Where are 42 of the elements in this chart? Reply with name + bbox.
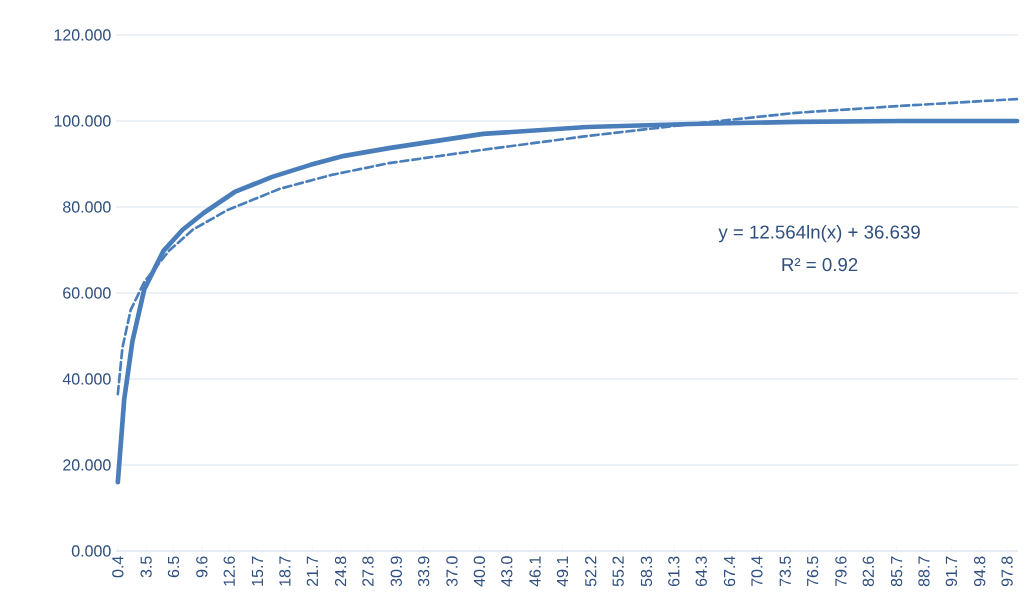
x-tick-label: 43.0 [501, 556, 513, 587]
x-tick-label: 0.4 [112, 556, 124, 578]
y-tick-label: 60.000 [63, 287, 111, 299]
x-tick-label: 24.8 [334, 556, 347, 587]
x-tick-label: 18.7 [279, 556, 291, 586]
x-tick-label: 52.2 [585, 556, 597, 587]
x-tick-label: 61.3 [668, 556, 680, 587]
x-tick-label: 70.4 [751, 556, 763, 587]
x-tick-label: 46.1 [529, 556, 541, 587]
x-tick-label: 94.8 [974, 556, 986, 587]
x-tick-label: 40.0 [473, 556, 486, 587]
x-tick-label: 67.4 [723, 556, 736, 587]
x-tick-label: 3.5 [140, 556, 152, 578]
x-tick-label: 97.8 [1001, 556, 1013, 587]
x-tick-label: 85.7 [890, 556, 903, 587]
x-tick-label: 91.7 [945, 556, 958, 587]
x-tick-label: 76.5 [806, 556, 819, 587]
y-tick-label: 20.000 [63, 459, 111, 471]
y-tick-label: 100.000 [54, 115, 111, 127]
y-tick-label: 120.000 [54, 29, 111, 41]
y-tick-label: 0.000 [71, 545, 111, 557]
x-tick-label: 21.7 [306, 556, 318, 587]
y-tick-label: 40.000 [62, 373, 111, 385]
x-tick-label: 30.9 [390, 556, 402, 587]
x-tick-label: 88.7 [918, 556, 930, 587]
x-tick-label: 15.7 [251, 556, 264, 586]
x-tick-label: 9.6 [196, 556, 208, 578]
y-tick-label: 80.000 [63, 201, 111, 213]
x-tick-label: 55.2 [612, 556, 624, 587]
x-tick-label: 64.3 [695, 556, 707, 587]
annotation: y = 12.564ln(x) + 36.639 [718, 224, 920, 243]
x-tick-label: 49.1 [556, 556, 569, 587]
x-tick-label: 58.3 [640, 556, 653, 587]
x-tick-label: 37.0 [446, 556, 458, 587]
annotation: R² = 0.92 [782, 258, 858, 272]
x-tick-label: 6.5 [167, 556, 180, 578]
x-tick-label: 12.6 [223, 556, 235, 586]
x-tick-label: 82.6 [862, 556, 874, 587]
x-tick-label: 73.5 [779, 556, 791, 587]
x-tick-label: 33.9 [418, 556, 430, 587]
x-tick-label: 79.6 [835, 556, 847, 587]
x-tick-label: 27.8 [362, 556, 374, 587]
